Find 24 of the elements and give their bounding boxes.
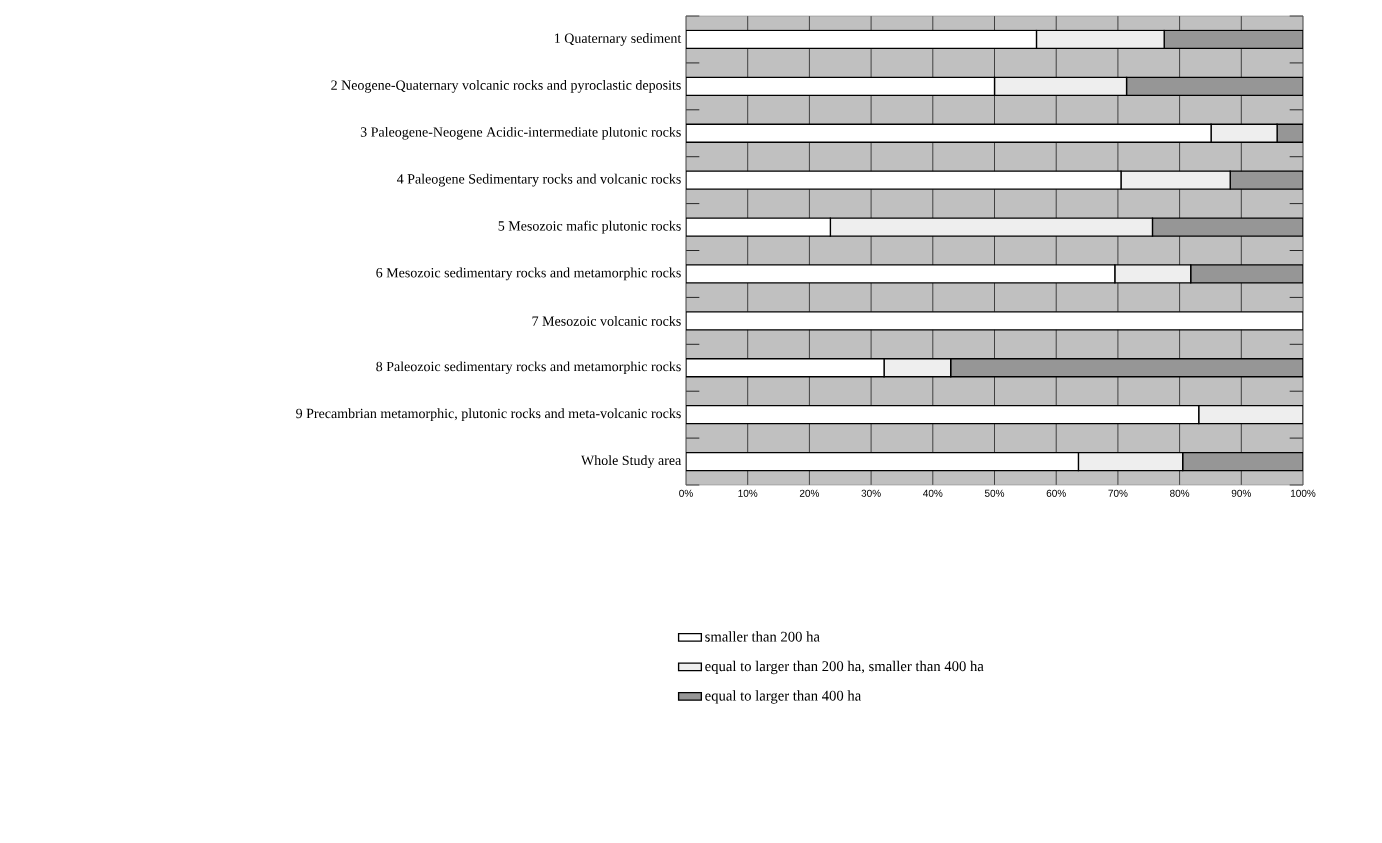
- y-tick-label: 3 Paleogene-Neogene Acidic-intermediate plutonic rocks: [360, 126, 681, 140]
- y-tick-label: 9 Precambrian metamorphic, plutonic rocks and meta-volcanic rocks: [296, 408, 681, 421]
- x-tick-label: 0%: [679, 489, 693, 497]
- x-tick-label: 70%: [1108, 489, 1128, 497]
- x-tick-label: 90%: [1231, 489, 1251, 497]
- legend-label: equal to larger than 200 ha, smaller than 400 ha: [705, 660, 984, 675]
- y-tick-label: 2 Neogene-Quaternary volcanic rocks and pyroclastic deposits: [331, 80, 681, 93]
- x-tick-label: 10%: [738, 489, 758, 497]
- y-tick-label: Whole Study area: [581, 455, 682, 468]
- legend-label: equal to larger than 400 ha: [705, 690, 862, 704]
- x-tick-label: 50%: [984, 489, 1005, 497]
- x-tick-label: 80%: [1170, 489, 1190, 497]
- y-tick-label: 4 Paleogene Sedimentary rocks and volcanic rocks: [396, 173, 681, 187]
- y-tick-label: 1 Quaternary sediment: [555, 33, 682, 46]
- y-tick-label: 6 Mesozoic sedimentary rocks and metamorphic rocks: [376, 267, 681, 281]
- y-tick-label: 7 Mesozoic volcanic rocks: [532, 315, 681, 326]
- x-tick-label: 30%: [861, 489, 881, 497]
- x-tick-label: 20%: [799, 489, 820, 497]
- y-tick-label: 8 Paleozoic sedimentary rocks and metamorphic rocks: [376, 361, 681, 375]
- legend-label: smaller than 200 ha: [705, 631, 820, 642]
- x-tick-label: 40%: [923, 489, 943, 497]
- x-tick-label: 100%: [1290, 489, 1316, 497]
- y-tick-label: 5 Mesozoic mafic plutonic rocks: [498, 220, 681, 234]
- x-tick-label: 60%: [1046, 489, 1066, 497]
